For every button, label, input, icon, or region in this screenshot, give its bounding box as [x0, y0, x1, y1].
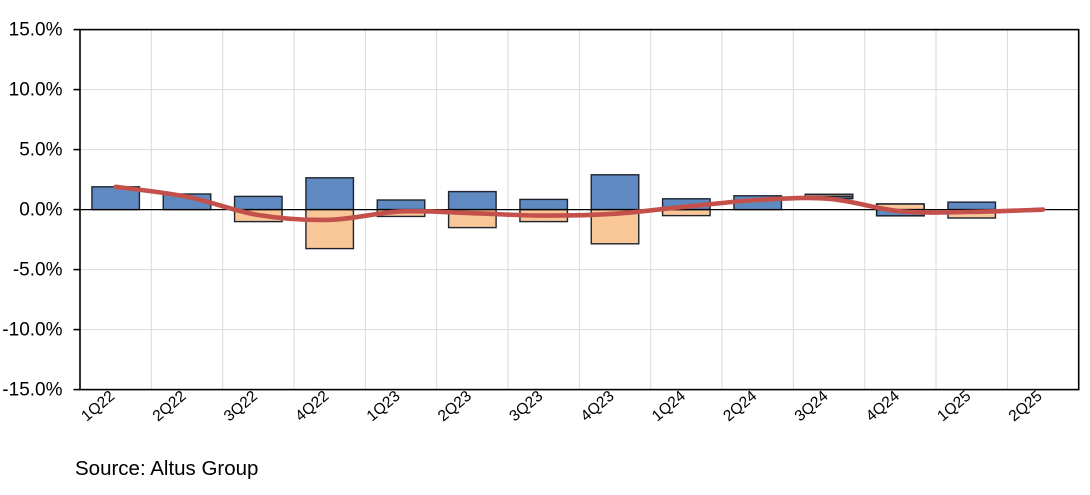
svg-text:Source: Altus Group: Source: Altus Group: [75, 457, 258, 480]
svg-text:10.0%: 10.0%: [9, 80, 63, 101]
svg-text:5.0%: 5.0%: [19, 140, 62, 161]
svg-text:0.0%: 0.0%: [19, 200, 62, 221]
svg-text:-5.0%: -5.0%: [13, 260, 63, 281]
svg-text:-15.0%: -15.0%: [2, 380, 62, 401]
svg-text:15.0%: 15.0%: [9, 20, 63, 41]
svg-text:-10.0%: -10.0%: [2, 320, 62, 341]
